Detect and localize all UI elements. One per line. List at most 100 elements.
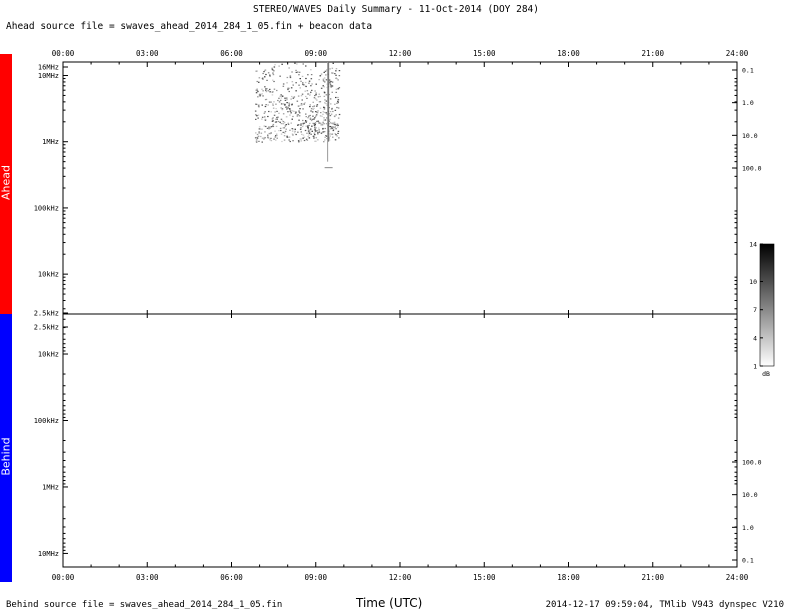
emission-speckle xyxy=(338,75,341,77)
emission-speckle xyxy=(268,110,270,113)
emission-speckle xyxy=(300,104,302,106)
emission-speckle xyxy=(334,139,337,141)
emission-speckle xyxy=(286,82,288,84)
emission-speckle xyxy=(323,107,326,109)
emission-speckle xyxy=(290,98,292,100)
emission-speckle xyxy=(264,105,267,108)
emission-speckle xyxy=(312,135,315,137)
emission-speckle xyxy=(258,104,260,106)
emission-speckle xyxy=(315,83,317,85)
emission-speckle xyxy=(314,124,316,126)
emission-speckle xyxy=(283,135,286,137)
emission-speckle xyxy=(264,69,266,72)
emission-speckle xyxy=(281,140,283,143)
emission-speckle xyxy=(337,99,340,101)
emission-speckle xyxy=(308,124,310,126)
emission-speckle xyxy=(320,124,322,126)
emission-speckle xyxy=(273,88,276,90)
emission-speckle xyxy=(329,98,332,100)
emission-speckle xyxy=(315,115,317,117)
frequency-tick-label: 2.5kHz xyxy=(34,324,59,332)
emission-speckle xyxy=(281,63,283,65)
emission-speckle xyxy=(271,94,274,96)
emission-speckle xyxy=(320,132,323,134)
emission-speckle xyxy=(298,111,300,113)
emission-speckle xyxy=(268,137,270,139)
emission-speckle xyxy=(303,103,305,105)
emission-speckle xyxy=(270,137,272,139)
emission-speckle xyxy=(296,100,299,102)
emission-speckle xyxy=(280,107,282,109)
right-axis-tick-label: 100.0 xyxy=(742,165,762,173)
emission-speckle xyxy=(309,114,311,117)
emission-speckle xyxy=(288,105,290,107)
emission-speckle xyxy=(315,137,317,139)
emission-speckle xyxy=(289,110,292,112)
emission-speckle xyxy=(303,139,306,142)
emission-speckle xyxy=(325,79,328,81)
emission-speckle xyxy=(282,103,285,105)
emission-speckle xyxy=(313,97,316,99)
emission-speckle xyxy=(257,135,260,137)
emission-speckle xyxy=(331,127,333,129)
emission-speckle xyxy=(278,101,281,103)
emission-speckle xyxy=(323,71,325,73)
emission-speckle xyxy=(329,82,331,84)
emission-speckle xyxy=(329,135,331,137)
emission-speckle xyxy=(272,104,274,106)
emission-speckle xyxy=(278,97,280,99)
emission-speckle xyxy=(283,121,286,124)
emission-speckle xyxy=(329,118,331,120)
emission-speckle xyxy=(322,80,325,82)
emission-speckle xyxy=(292,115,294,118)
emission-speckle xyxy=(326,117,328,119)
emission-speckle xyxy=(314,126,316,128)
emission-speckle xyxy=(304,129,307,132)
emission-speckle xyxy=(304,81,307,84)
emission-speckle xyxy=(272,117,274,119)
emission-speckle xyxy=(313,107,315,109)
emission-speckle xyxy=(275,125,278,127)
emission-speckle xyxy=(288,87,290,89)
emission-speckle xyxy=(302,122,304,124)
emission-speckle xyxy=(328,93,330,96)
emission-speckle xyxy=(269,74,271,76)
emission-speckle xyxy=(276,89,278,92)
time-tick-label-top: 12:00 xyxy=(389,49,412,58)
emission-speckle xyxy=(262,90,264,92)
frequency-tick-label: 10kHz xyxy=(38,271,59,279)
emission-speckle xyxy=(296,63,298,65)
emission-speckle xyxy=(319,115,322,117)
emission-speckle xyxy=(299,138,302,140)
emission-speckle xyxy=(338,113,341,116)
emission-speckle xyxy=(272,74,275,76)
emission-speckle xyxy=(255,140,258,142)
emission-speckle xyxy=(297,140,300,142)
emission-speckle xyxy=(302,63,304,65)
emission-speckle xyxy=(287,123,290,125)
colorbar-tick-label: 14 xyxy=(749,241,757,249)
emission-speckle xyxy=(317,96,320,98)
emission-speckle xyxy=(332,136,334,138)
emission-speckle xyxy=(272,103,274,105)
emission-speckle xyxy=(337,100,339,102)
emission-speckle xyxy=(274,136,277,138)
frequency-tick-label: 100kHz xyxy=(34,417,59,425)
emission-speckle xyxy=(285,106,287,108)
emission-speckle xyxy=(330,85,332,87)
colorbar-tick-label: 4 xyxy=(753,334,757,342)
emission-speckle xyxy=(307,125,309,127)
emission-speckle xyxy=(320,87,323,89)
chart-title: STEREO/WAVES Daily Summary - 11-Oct-2014… xyxy=(253,4,539,15)
emission-speckle xyxy=(300,103,303,105)
emission-speckle xyxy=(309,94,311,96)
emission-speckle xyxy=(284,130,287,132)
emission-speckle xyxy=(282,113,285,115)
emission-speckle xyxy=(298,71,301,73)
emission-speckle xyxy=(304,90,306,92)
right-axis-tick-label: 1.0 xyxy=(742,99,754,107)
emission-speckle xyxy=(285,128,287,130)
emission-speckle xyxy=(335,91,337,93)
emission-speckle xyxy=(305,125,307,127)
emission-speckle xyxy=(304,102,306,104)
